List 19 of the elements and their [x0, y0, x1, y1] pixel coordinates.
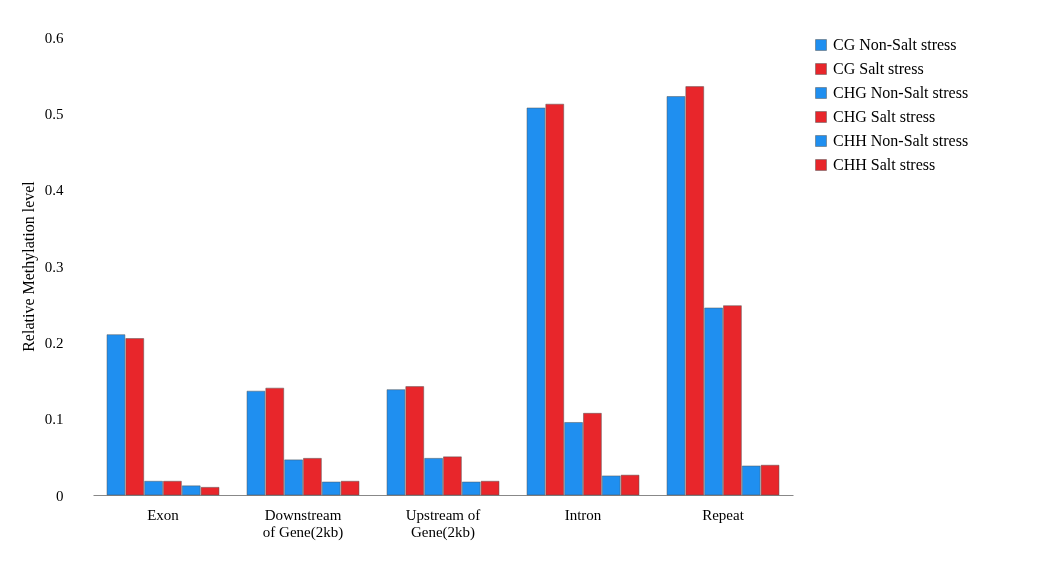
y-tick-label: 0.6 [44, 29, 64, 46]
x-tick-label: Repeat [702, 506, 745, 523]
legend-label: CHG Salt stress [833, 108, 936, 125]
y-tick-label: 0.5 [44, 105, 64, 122]
legend-label: CHH Salt stress [833, 156, 936, 173]
y-axis-title: Relative Methylation level [19, 180, 38, 352]
y-tick-label: 0 [56, 487, 64, 504]
legend-label: CG Salt stress [833, 60, 924, 77]
legend-label: CHH Non-Salt stress [833, 132, 969, 149]
y-tick-label: 0.4 [44, 182, 64, 199]
legend-label: CG Non-Salt stress [833, 36, 957, 53]
x-tick-label: Upstream of Gene(2kb) [405, 506, 481, 541]
x-tick-label: Downstream of Gene(2kb) [262, 506, 344, 541]
x-tick-label: Exon [147, 506, 180, 523]
y-tick-label: 0.2 [44, 334, 64, 351]
y-tick-label: 0.1 [44, 411, 64, 428]
y-tick-label: 0.3 [44, 258, 64, 275]
x-tick-label: Intron [564, 506, 602, 523]
legend-label: CHG Non-Salt stress [833, 84, 969, 101]
